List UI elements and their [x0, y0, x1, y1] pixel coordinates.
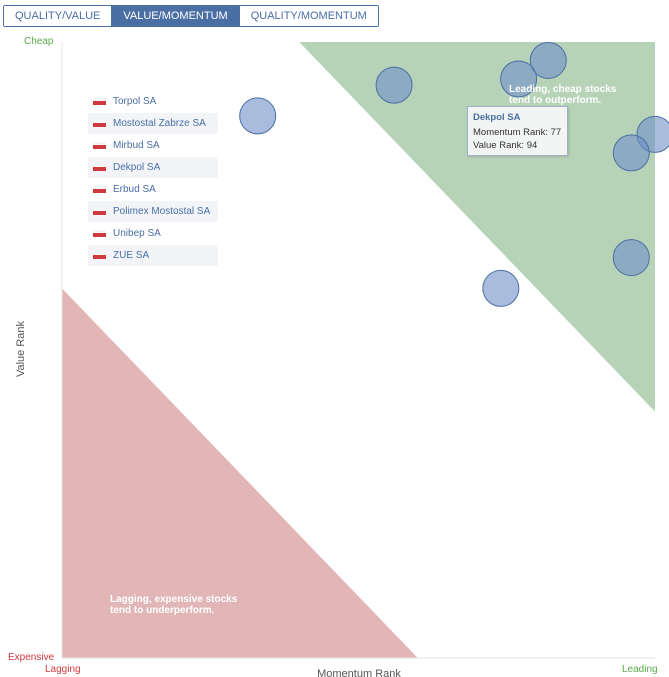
- legend-item-unibep[interactable]: Unibep SA: [88, 223, 218, 244]
- poland-flag-icon: [93, 252, 106, 259]
- tooltip-value-row: Value Rank: 94: [473, 139, 562, 152]
- legend-label: Erbud SA: [113, 184, 156, 195]
- legend: Torpol SA Mostostal Zabrze SA Mirbud SA …: [88, 91, 218, 267]
- legend-label: Mostostal Zabrze SA: [113, 118, 206, 129]
- poland-flag-icon: [93, 230, 106, 237]
- y-bottom-label: Expensive: [8, 652, 55, 663]
- poland-flag-icon: [93, 120, 106, 127]
- poland-flag-icon: [93, 98, 106, 105]
- poland-flag-icon: [93, 208, 106, 215]
- legend-item-mostostal-zabrze[interactable]: Mostostal Zabrze SA: [88, 113, 218, 134]
- poland-flag-icon: [93, 186, 106, 193]
- tooltip-momentum-value: 77: [550, 127, 562, 138]
- lagging-region: [62, 288, 418, 658]
- legend-label: Dekpol SA: [113, 162, 161, 173]
- x-left-label: Lagging: [45, 664, 81, 675]
- x-axis-title: Momentum Rank: [317, 668, 401, 677]
- tooltip-title: Dekpol SA: [473, 112, 521, 123]
- tooltip-momentum-row: Momentum Rank: 77: [473, 126, 562, 139]
- legend-item-mirbud[interactable]: Mirbud SA: [88, 135, 218, 156]
- bubble-dekpol-sa[interactable]: [500, 60, 538, 98]
- legend-item-zue[interactable]: ZUE SA: [88, 245, 218, 266]
- y-axis-title: Value Rank: [15, 320, 27, 378]
- legend-label: ZUE SA: [113, 250, 150, 261]
- x-right-label: Leading: [622, 664, 658, 675]
- bubble-polimex-mostostal-sa[interactable]: [612, 134, 650, 172]
- poland-flag-icon: [93, 142, 106, 149]
- tooltip-momentum-label: Momentum Rank:: [473, 127, 548, 138]
- view-tabs: QUALITY/VALUE VALUE/MOMENTUM QUALITY/MOM…: [3, 5, 379, 27]
- legend-item-dekpol[interactable]: Dekpol SA: [88, 157, 218, 178]
- bubble-unibep-sa[interactable]: [612, 239, 650, 277]
- y-top-label: Cheap: [24, 36, 54, 47]
- tooltip-value-value: 94: [526, 140, 538, 151]
- lagging-note: Lagging, expensive stocks tend to underp…: [110, 594, 238, 616]
- bubble-layer: [239, 41, 669, 307]
- legend-item-erbud[interactable]: Erbud SA: [88, 179, 218, 200]
- tooltip: Dekpol SA Momentum Rank: 77 Value Rank: …: [467, 106, 568, 156]
- poland-flag-icon: [93, 164, 106, 171]
- legend-label: Torpol SA: [113, 96, 157, 107]
- tab-quality-momentum[interactable]: QUALITY/MOMENTUM: [239, 6, 378, 26]
- bubble-torpol-sa[interactable]: [239, 97, 277, 135]
- legend-label: Polimex Mostostal SA: [113, 206, 211, 217]
- bubble-mostostal-zabrze-sa[interactable]: [375, 66, 413, 104]
- bubble-zue-sa[interactable]: [482, 269, 520, 307]
- legend-label: Unibep SA: [113, 228, 161, 239]
- legend-label: Mirbud SA: [113, 140, 160, 151]
- tooltip-value-label: Value Rank:: [473, 140, 525, 151]
- legend-item-polimex-mostostal[interactable]: Polimex Mostostal SA: [88, 201, 218, 222]
- tab-quality-value[interactable]: QUALITY/VALUE: [4, 6, 113, 26]
- legend-item-torpol[interactable]: Torpol SA: [88, 91, 218, 112]
- leading-note: Leading, cheap stocks tend to outperform…: [509, 84, 617, 106]
- bubble-mirbud-sa[interactable]: [529, 41, 567, 79]
- tab-value-momentum[interactable]: VALUE/MOMENTUM: [112, 6, 240, 26]
